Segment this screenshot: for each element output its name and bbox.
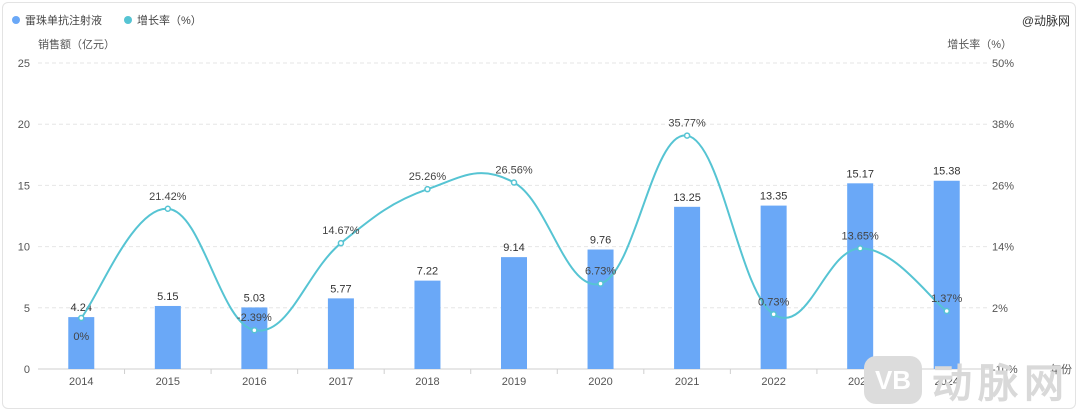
- watermark-top: @动脉网: [1021, 14, 1070, 28]
- x-tick-label: 2018: [415, 376, 439, 388]
- bar: [154, 305, 181, 369]
- growth-point: [770, 311, 777, 318]
- x-tick-label: 2019: [502, 376, 526, 388]
- legend-dot-sales: [12, 16, 20, 24]
- x-tick-label: 2016: [242, 376, 266, 388]
- growth-value-label: 0.73%: [758, 296, 789, 308]
- bar-value-label: 5.15: [157, 291, 178, 303]
- bar: [933, 180, 960, 369]
- x-axis-title: 年份: [1050, 362, 1072, 376]
- bar: [674, 206, 701, 369]
- legend-label-sales: 雷珠单抗注射液: [25, 15, 102, 27]
- growth-point: [424, 185, 431, 193]
- growth-rate-line: [80, 134, 948, 332]
- growth-value-label: 21.42%: [149, 191, 187, 203]
- y-tick-left: 15: [18, 180, 30, 192]
- x-tick-label: 2021: [675, 376, 699, 388]
- y-tick-left: 20: [18, 119, 30, 131]
- x-tick-label: 2017: [329, 376, 353, 388]
- y-tick-left: 10: [18, 242, 30, 254]
- bar: [501, 257, 527, 369]
- bar: [414, 280, 441, 369]
- legend-label-growth: 增长率（%）: [137, 15, 202, 27]
- legend-item-growth[interactable]: 增长率（%）: [124, 12, 202, 28]
- legend-item-sales[interactable]: 雷珠单抗注射液: [12, 12, 102, 28]
- growth-point: [943, 307, 950, 315]
- growth-value-label: 0%: [73, 331, 89, 343]
- bar-value-label: 9.76: [590, 235, 611, 247]
- growth-point: [164, 205, 172, 213]
- y-tick-left: 25: [18, 58, 30, 70]
- growth-point: [510, 179, 518, 186]
- growth-value-label: 14.67%: [322, 225, 360, 237]
- x-tick-label: 2024: [934, 376, 958, 388]
- chart-legend: 雷珠单抗注射液 增长率（%）: [12, 12, 202, 28]
- y-tick-right: 50%: [992, 58, 1014, 70]
- growth-point: [597, 280, 604, 287]
- bar-value-label: 5.03: [244, 292, 265, 304]
- bar-value-label: 13.35: [760, 191, 788, 203]
- growth-value-label: 1.37%: [931, 293, 962, 305]
- bar-value-label: 7.22: [417, 266, 438, 278]
- y-tick-left: 5: [24, 303, 30, 315]
- bar-value-label: 9.14: [503, 242, 524, 254]
- bar: [241, 307, 268, 369]
- bar-value-label: 5.77: [330, 283, 351, 295]
- y-tick-right: 38%: [992, 119, 1014, 131]
- bar: [760, 205, 787, 369]
- growth-value-label: -2.39%: [237, 312, 272, 324]
- y-tick-right: 26%: [992, 180, 1014, 192]
- chart-frame: [2, 2, 1076, 409]
- bar: [587, 249, 614, 369]
- x-tick-label: 2015: [156, 376, 180, 388]
- bar: [847, 183, 874, 369]
- bar-value-label: 15.17: [846, 168, 874, 180]
- bar-value-label: 13.25: [673, 192, 701, 204]
- growth-point: [337, 239, 345, 247]
- y-tick-right: -10%: [992, 364, 1018, 376]
- x-tick-label: 2022: [761, 376, 785, 388]
- x-tick-label: 2020: [588, 376, 612, 388]
- y-tick-right: 2%: [992, 303, 1008, 315]
- legend-dot-growth: [124, 16, 132, 24]
- y-tick-right: 14%: [992, 242, 1014, 254]
- growth-value-label: 26.56%: [495, 165, 533, 177]
- growth-value-label: 25.26%: [409, 171, 447, 183]
- y-tick-left: 0: [24, 364, 30, 376]
- watermark-bottom: VB 动脉网: [864, 351, 1070, 409]
- watermark-text: 动脉网: [932, 362, 1070, 406]
- y-axis-title-left: 销售额（亿元）: [38, 37, 115, 51]
- growth-value-label: 13.65%: [842, 230, 880, 242]
- growth-point: [78, 314, 85, 322]
- bar-value-label: 15.38: [933, 166, 961, 178]
- bar: [327, 298, 354, 369]
- growth-value-label: 6.73%: [585, 266, 616, 278]
- growth-point: [251, 326, 258, 334]
- x-tick-label: 2014: [69, 376, 93, 388]
- y-axis-title-right: 增长率（%）: [947, 37, 1012, 51]
- growth-point: [856, 245, 864, 252]
- growth-value-label: 35.77%: [668, 118, 706, 130]
- growth-point: [683, 132, 691, 139]
- brand-logo-icon: VB: [864, 356, 922, 404]
- bar: [68, 317, 95, 369]
